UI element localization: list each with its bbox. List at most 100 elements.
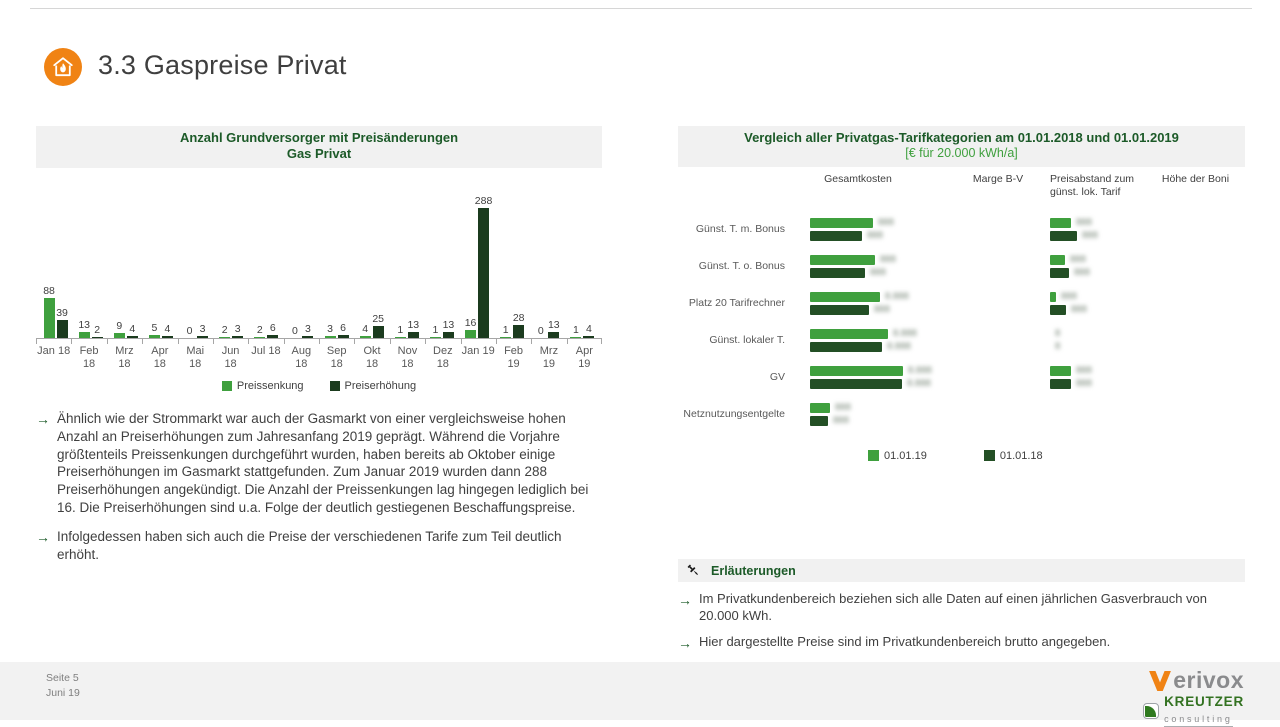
bar <box>126 335 138 338</box>
h-bar <box>810 267 865 278</box>
bar-value-label: 3 <box>327 323 333 336</box>
bar-pair: 888 888 <box>810 217 1050 241</box>
column-header-preisabstand: Preisabstand zum günst. lok. Tarif <box>1050 173 1150 199</box>
legend-swatch <box>983 450 995 462</box>
bar-pair: 8.888 8.888 <box>810 328 1050 353</box>
verivox-v-icon <box>1149 670 1172 691</box>
left-chart-title-line2: Gas Privat <box>286 146 352 162</box>
x-axis-label: Mrz 18 <box>107 345 142 373</box>
bar-column: 1 <box>570 323 582 338</box>
bar <box>465 330 477 338</box>
x-axis-label: Jun 18 <box>213 345 248 373</box>
bar-pair: 8.888 8.888 <box>810 365 1050 389</box>
bar-row: 888 <box>810 254 1050 265</box>
blurred-value-label: 8.888 <box>887 341 911 353</box>
bar-value-label: 1 <box>397 323 404 336</box>
legend-swatch <box>329 381 340 391</box>
blurred-value-label: 8 <box>1055 341 1061 353</box>
bar-column: 1 <box>500 324 512 338</box>
tariff-row: Günst. T. m. Bonus 888 888 888 888 <box>678 211 1245 248</box>
kreutzer-wordmark: KREUTZER consulting <box>1164 694 1244 727</box>
bar-value-label: 13 <box>547 318 560 331</box>
column-header-boni: Höhe der Boni <box>1161 172 1230 185</box>
explanations-header: Erläuterungen <box>711 563 796 578</box>
left-commentary-bullets: → Ähnlich wie der Strommarkt war auch der… <box>36 410 606 575</box>
bar-column: 4 <box>583 323 595 338</box>
blurred-value-label: 888 <box>1076 365 1092 377</box>
bar-column: 6 <box>267 322 279 338</box>
x-label-line1: Jan 19 <box>461 344 495 357</box>
bar <box>43 297 55 338</box>
legend-label: 01.01.19 <box>884 449 927 462</box>
page-title: 3.3 Gaspreise Privat <box>98 50 347 80</box>
bar-value-label: 4 <box>164 322 171 335</box>
bar-row: 888 <box>810 230 1050 241</box>
h-bar <box>1050 254 1065 265</box>
h-bar <box>810 328 888 339</box>
axis-tick <box>36 338 37 344</box>
bar-value-label: 1 <box>573 323 579 336</box>
x-axis-ticks <box>36 338 602 344</box>
tariff-row: Günst. lokaler T. 8.888 8.888 8 8 <box>678 322 1245 359</box>
bar-row: 8.888 <box>810 378 1050 389</box>
bullet-text: Ähnlich wie der Strommarkt war auch der … <box>57 411 589 516</box>
x-label-line2 <box>36 358 71 372</box>
bar <box>442 331 454 338</box>
bar-column: 3 <box>302 323 314 338</box>
bar-value-label: 39 <box>56 306 68 319</box>
h-bar <box>1050 217 1071 228</box>
x-axis-label: Feb 18 <box>71 345 106 373</box>
bar-pair: 888 888 <box>1050 217 1200 241</box>
legend-label: Preissenkung <box>236 380 304 392</box>
top-divider <box>30 8 1252 9</box>
bar-column: 39 <box>56 306 68 338</box>
bar-column: 25 <box>372 313 385 338</box>
bar <box>548 331 560 338</box>
h-bar <box>1050 378 1071 389</box>
legend-item: Preissenkung <box>221 380 304 392</box>
x-label-line1: Aug <box>291 344 312 357</box>
x-label-line1: Mai <box>186 344 205 357</box>
bar-value-label: 9 <box>116 320 123 333</box>
h-bar <box>810 365 903 376</box>
tariff-row-label: Platz 20 Tarifrechner <box>688 297 785 310</box>
legend-swatch <box>868 450 879 462</box>
bar-value-label: 2 <box>256 323 263 336</box>
legend-swatch <box>221 381 232 391</box>
x-label-line1: Sep <box>326 344 347 357</box>
bar-value-label: 6 <box>340 321 346 334</box>
bar-value-label: 28 <box>512 311 525 324</box>
x-label-line2: 18 <box>436 358 449 371</box>
bar-row: 888 <box>1050 378 1200 390</box>
bar-column: 1 <box>394 323 406 338</box>
blurred-value-label: 888 <box>1076 378 1092 390</box>
bullet-item: → Im Privatkundenbereich beziehen sich al… <box>678 591 1245 625</box>
gesamtkosten-cell: 888 888 <box>810 217 1050 241</box>
column-header-marge: Marge B-V <box>972 172 1024 185</box>
right-chart-title-banner: Vergleich aller Privatgas-Tarifkategorie… <box>678 126 1245 167</box>
bar-pair: 888 888 <box>810 254 1050 278</box>
bar-value-label: 0 <box>186 324 193 337</box>
x-label-line1: Mrz <box>539 344 559 357</box>
kreutzer-consulting-label: consulting <box>1164 714 1233 727</box>
x-axis-label: Dez 18 <box>425 345 460 373</box>
h-bar <box>810 378 902 389</box>
blurred-value-label: 888 <box>1061 291 1077 303</box>
bar-value-label: 25 <box>372 313 385 326</box>
tariff-row: GV 8.888 8.888 888 888 <box>678 359 1245 396</box>
bar <box>161 335 173 338</box>
blurred-value-label: 888 <box>1071 304 1087 316</box>
bar <box>219 336 231 338</box>
bullet-item: → Ähnlich wie der Strommarkt war auch der… <box>36 410 606 517</box>
bar-value-label: 0 <box>292 324 298 337</box>
explanations-banner: Erläuterungen <box>678 559 1245 582</box>
bar-row: 888 <box>810 415 1050 426</box>
axis-tick <box>283 338 285 344</box>
h-bar <box>810 304 869 315</box>
bar-column: 2 <box>91 324 103 338</box>
bar-column: 28 <box>512 311 525 338</box>
x-label-line1: Jan 18 <box>37 344 71 357</box>
right-chart-title-line2: [€ für 20.000 kWh/a] <box>905 146 1018 161</box>
